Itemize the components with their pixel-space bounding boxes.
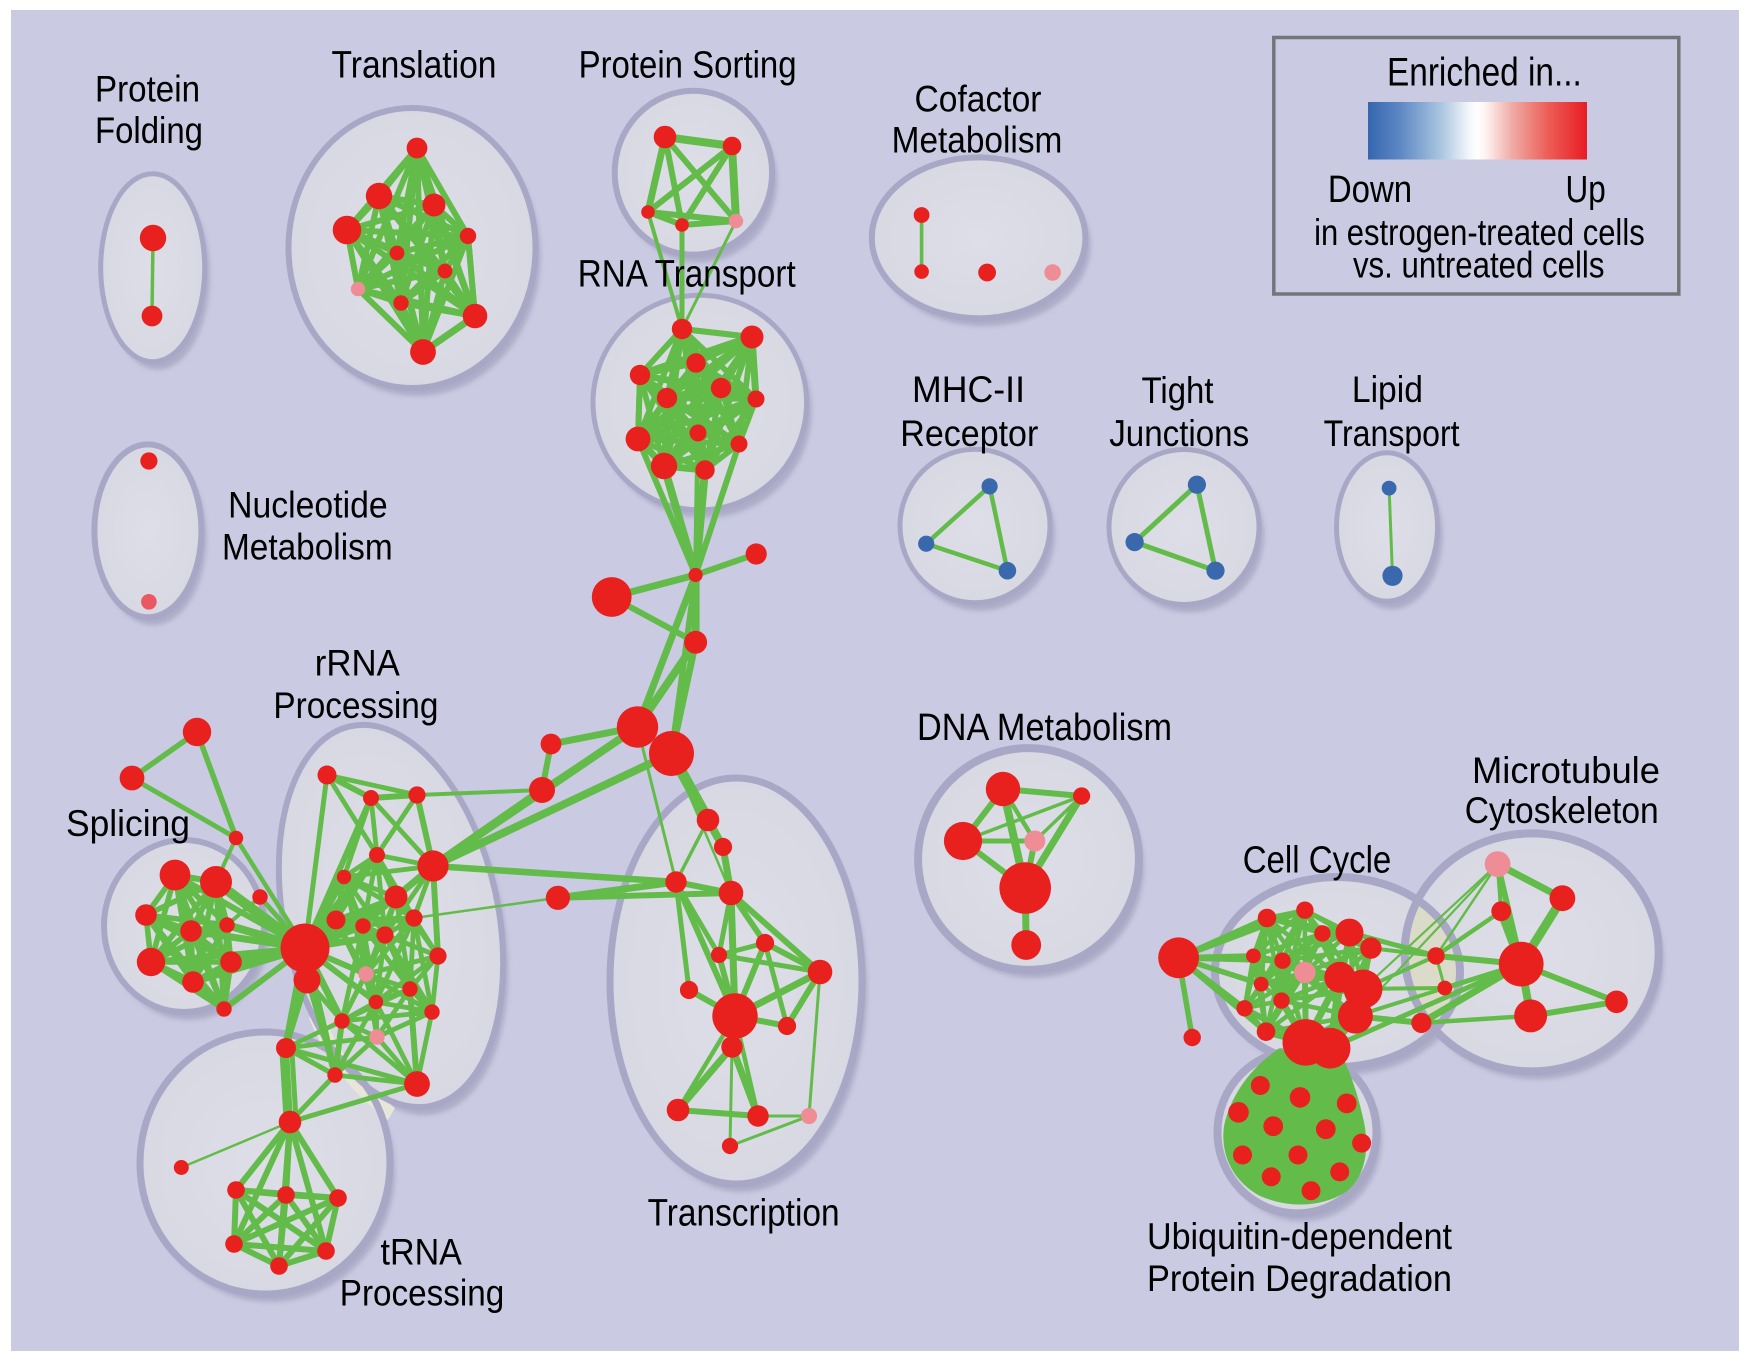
svg-text:Receptor: Receptor [900, 413, 1038, 454]
svg-text:Folding: Folding [95, 110, 203, 151]
svg-text:Cofactor: Cofactor [915, 79, 1042, 120]
svg-text:Cytoskeleton: Cytoskeleton [1465, 790, 1659, 831]
svg-text:Up: Up [1566, 169, 1606, 211]
svg-text:vs. untreated cells: vs. untreated cells [1353, 245, 1605, 286]
svg-text:Protein Sorting: Protein Sorting [579, 44, 797, 86]
svg-text:Down: Down [1328, 169, 1412, 211]
svg-text:Splicing: Splicing [66, 803, 190, 844]
svg-text:Protein: Protein [95, 69, 200, 110]
svg-text:Tight: Tight [1142, 370, 1215, 411]
svg-text:Protein Degradation: Protein Degradation [1147, 1258, 1452, 1299]
svg-text:Lipid: Lipid [1352, 369, 1423, 410]
svg-text:Transcription: Transcription [648, 1193, 840, 1235]
svg-text:Ubiquitin-dependent: Ubiquitin-dependent [1147, 1216, 1453, 1257]
svg-text:Metabolism: Metabolism [892, 119, 1063, 160]
svg-text:Microtubule: Microtubule [1472, 750, 1660, 791]
svg-text:Transport: Transport [1324, 413, 1461, 454]
svg-text:RNA Transport: RNA Transport [578, 254, 796, 296]
svg-text:Enriched in...: Enriched in... [1387, 50, 1582, 94]
svg-text:Cell Cycle: Cell Cycle [1243, 839, 1392, 881]
svg-text:in estrogen-treated cells: in estrogen-treated cells [1314, 212, 1645, 253]
svg-text:Processing: Processing [340, 1272, 504, 1313]
svg-text:Translation: Translation [332, 44, 497, 86]
svg-text:Processing: Processing [273, 685, 438, 726]
svg-text:tRNA: tRNA [381, 1232, 463, 1273]
svg-text:Metabolism: Metabolism [222, 527, 393, 568]
svg-text:DNA Metabolism: DNA Metabolism [917, 707, 1172, 749]
svg-text:Nucleotide: Nucleotide [228, 484, 388, 525]
svg-text:MHC-II: MHC-II [912, 369, 1025, 410]
svg-text:rRNA: rRNA [315, 643, 400, 684]
svg-text:Junctions: Junctions [1109, 413, 1249, 454]
